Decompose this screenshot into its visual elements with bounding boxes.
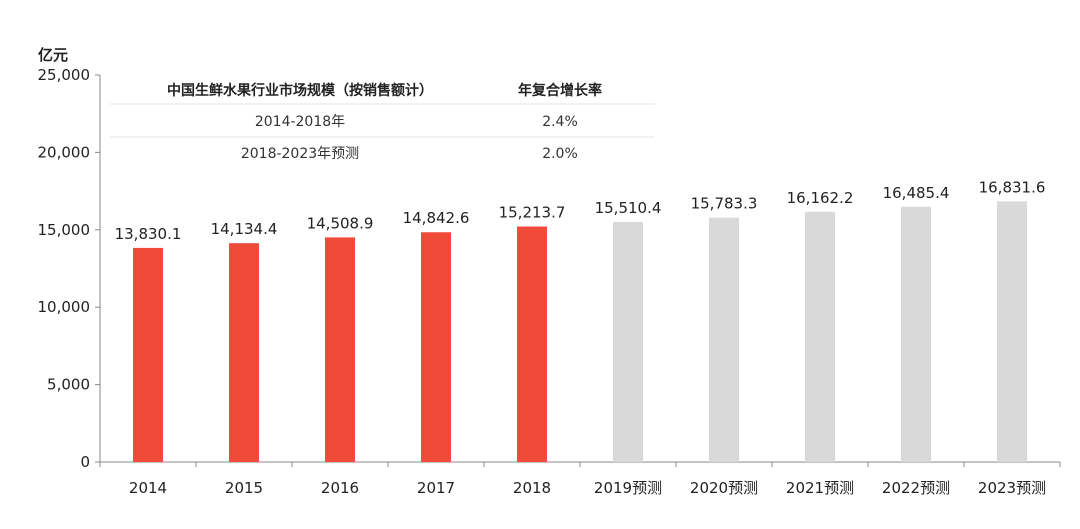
bar-2019预测	[613, 221, 643, 462]
data-label-2018: 15,213.7	[499, 203, 566, 221]
y-axis-label: 亿元	[38, 46, 68, 64]
x-tick-label: 2017	[417, 479, 455, 497]
x-tick-label: 2023预测	[978, 479, 1046, 497]
x-tick-label: 2019预测	[594, 479, 662, 497]
data-label-2020预测: 15,783.3	[691, 195, 758, 213]
bar-2018	[517, 226, 547, 462]
table-background	[110, 76, 655, 168]
table-header-market-size: 中国生鲜水果行业市场规模（按销售额计）	[167, 82, 433, 99]
bar-2023预测	[997, 201, 1027, 462]
data-label-2022预测: 16,485.4	[883, 184, 950, 202]
x-tick-label: 2022预测	[882, 479, 950, 497]
y-tick-label: 20,000	[38, 143, 91, 161]
table-row-period: 2018-2023年预测	[241, 146, 359, 162]
data-label-2021预测: 16,162.2	[787, 189, 854, 207]
data-label-2017: 14,842.6	[403, 209, 470, 227]
bar-2016	[325, 237, 355, 462]
bar-2022预测	[901, 206, 931, 462]
bar-2020预测	[709, 217, 739, 462]
cagr-table: 中国生鲜水果行业市场规模（按销售额计） 年复合增长率 2014-2018年 2.…	[110, 76, 655, 168]
y-ticks: 0 5,000 10,000 15,000 20,000 25,000	[38, 66, 100, 471]
x-tick-label: 2021预测	[786, 479, 854, 497]
y-tick-label: 10,000	[38, 298, 91, 316]
x-tick-label: 2014	[129, 479, 167, 497]
bars	[133, 201, 1027, 462]
data-label-2015: 14,134.4	[211, 220, 278, 238]
x-tick-label: 2015	[225, 479, 263, 497]
table-header-cagr: 年复合增长率	[518, 82, 602, 99]
x-tick-label: 2016	[321, 479, 359, 497]
x-tick-label: 2020预测	[690, 479, 758, 497]
bar-2017	[421, 232, 451, 462]
bar-2021预测	[805, 211, 835, 462]
bar-2014	[133, 247, 163, 462]
data-label-2019预测: 15,510.4	[595, 199, 662, 217]
data-label-2014: 13,830.1	[115, 225, 182, 243]
table-row-period: 2014-2018年	[255, 114, 345, 130]
y-tick-label: 25,000	[38, 66, 91, 84]
data-label-2023预测: 16,831.6	[979, 178, 1046, 196]
data-label-2016: 14,508.9	[307, 214, 374, 232]
bar-2015	[229, 243, 259, 462]
data-labels: 13,830.1 14,134.4 14,508.9 14,842.6 15,213.7…	[115, 178, 1046, 242]
y-tick-label: 5,000	[47, 376, 90, 394]
table-row-cagr: 2.4%	[542, 114, 578, 130]
y-tick-label: 0	[80, 453, 90, 471]
table-row-cagr: 2.0%	[542, 146, 578, 162]
y-tick-label: 15,000	[38, 221, 91, 239]
x-ticks: 2014 2015 2016 2017 2018 2019预测 2020预测 2021预测 20…	[99, 462, 1061, 497]
x-tick-label: 2018	[513, 479, 551, 497]
